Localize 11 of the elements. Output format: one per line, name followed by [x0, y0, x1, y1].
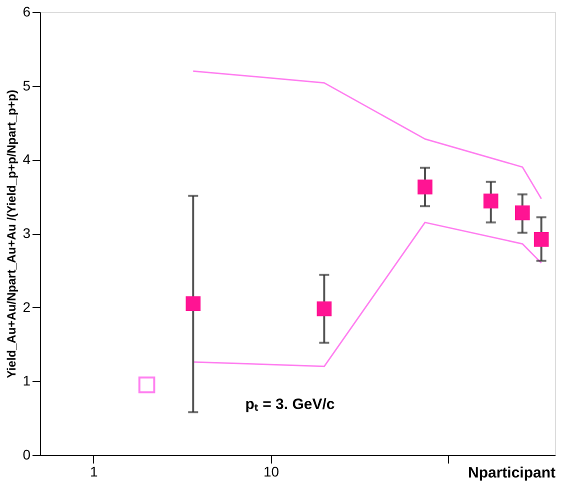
- y-tick-label: 5: [22, 77, 31, 94]
- y-tick-label: 4: [22, 151, 31, 168]
- y-tick-label: 3: [22, 225, 31, 241]
- annotation: pₜ = 3. GeV/c: [245, 396, 335, 413]
- x-axis-title: Nparticipant: [468, 464, 556, 482]
- y-axis-title: Yield_Au+Au/Npart_Au+Au /(Yield_p+p/Npart_p+p): [4, 90, 19, 378]
- y-tick-label: 2: [22, 298, 31, 315]
- y-tick-label: 0: [22, 446, 31, 462]
- y-tick-label: 6: [22, 4, 31, 20]
- x-tick-label: 10: [264, 464, 280, 480]
- y-tick-label: 1: [22, 372, 31, 389]
